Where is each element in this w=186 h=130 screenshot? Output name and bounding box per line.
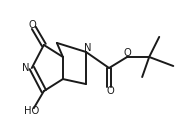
Text: HO: HO bbox=[24, 106, 39, 116]
Text: O: O bbox=[106, 86, 114, 96]
Text: O: O bbox=[123, 48, 131, 58]
Text: N: N bbox=[84, 43, 92, 53]
Text: N: N bbox=[23, 63, 30, 73]
Text: O: O bbox=[29, 20, 37, 30]
